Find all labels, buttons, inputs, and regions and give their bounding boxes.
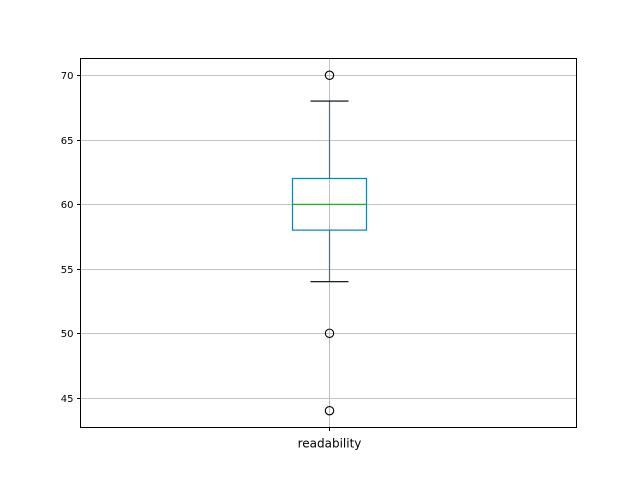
- y-axis: 45 50 55 60 65 70: [61, 71, 81, 405]
- y-tick-label: 45: [61, 394, 74, 405]
- x-tick-label: readability: [298, 437, 362, 451]
- outlier-point: [324, 405, 335, 416]
- y-tick-label: 65: [61, 136, 74, 147]
- boxes: [291, 70, 368, 416]
- y-tick-label: 55: [61, 265, 74, 276]
- outlier-point: [324, 70, 335, 81]
- outlier-point: [324, 328, 335, 339]
- y-tick-label: 60: [61, 200, 74, 211]
- y-tick-label: 50: [61, 329, 74, 340]
- grid-lines: [80, 58, 577, 428]
- y-tick-label: 70: [61, 71, 74, 82]
- axes-frame: [80, 58, 577, 428]
- x-axis: readability: [298, 427, 362, 451]
